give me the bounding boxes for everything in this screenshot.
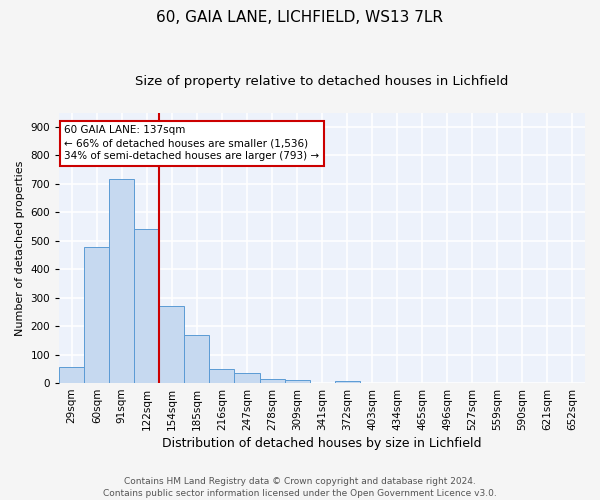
Bar [109, 179, 134, 383]
Bar [160, 306, 184, 383]
Text: Contains HM Land Registry data © Crown copyright and database right 2024.
Contai: Contains HM Land Registry data © Crown c… [103, 476, 497, 498]
Bar [184, 334, 209, 383]
Bar [209, 369, 235, 383]
Bar [235, 373, 260, 383]
X-axis label: Distribution of detached houses by size in Lichfield: Distribution of detached houses by size … [163, 437, 482, 450]
Bar [284, 380, 310, 383]
Bar [59, 368, 84, 383]
Bar [84, 246, 109, 383]
Y-axis label: Number of detached properties: Number of detached properties [15, 160, 25, 336]
Bar [335, 381, 359, 383]
Text: 60, GAIA LANE, LICHFIELD, WS13 7LR: 60, GAIA LANE, LICHFIELD, WS13 7LR [157, 10, 443, 25]
Bar [134, 230, 160, 383]
Bar [260, 379, 284, 383]
Text: 60 GAIA LANE: 137sqm
← 66% of detached houses are smaller (1,536)
34% of semi-de: 60 GAIA LANE: 137sqm ← 66% of detached h… [64, 125, 320, 162]
Title: Size of property relative to detached houses in Lichfield: Size of property relative to detached ho… [136, 75, 509, 88]
